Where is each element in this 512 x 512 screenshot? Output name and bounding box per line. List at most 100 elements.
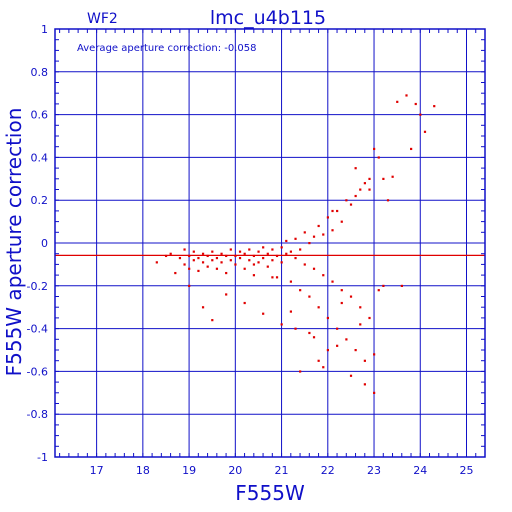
data-point	[215, 256, 219, 260]
data-point	[294, 327, 297, 330]
data-point	[234, 263, 237, 266]
data-point	[262, 256, 265, 260]
data-point	[238, 256, 242, 260]
data-point	[391, 175, 394, 178]
data-point	[433, 105, 436, 108]
data-point	[169, 252, 172, 255]
data-point	[354, 194, 357, 198]
data-point	[289, 280, 293, 283]
data-point	[368, 316, 371, 320]
data-point	[312, 235, 316, 238]
data-point	[317, 306, 320, 309]
data-points	[155, 94, 436, 394]
data-point	[414, 102, 417, 106]
x-tick-label: 22	[321, 464, 335, 477]
data-point	[340, 301, 343, 305]
tick-labels: 17 18 19 20 21 22 23 24 25 -1 -0.8 -0.6 -0.4 -0.2 0 0.2…	[27, 23, 474, 477]
data-point	[303, 263, 306, 266]
data-point	[285, 239, 288, 243]
data-point	[294, 256, 297, 260]
data-point	[368, 188, 371, 191]
data-point	[326, 216, 329, 219]
data-point	[215, 267, 219, 270]
data-point	[336, 327, 339, 330]
data-point	[252, 274, 256, 277]
data-point	[183, 263, 186, 266]
data-point	[349, 295, 353, 298]
y-tick-label: 0.4	[31, 151, 49, 164]
chip-label: WF2	[87, 11, 118, 27]
data-point	[248, 248, 251, 251]
data-point	[382, 284, 385, 287]
x-tick-label: 24	[413, 464, 427, 477]
data-point	[340, 289, 343, 292]
data-point	[331, 280, 334, 283]
y-tick-label: -0.6	[27, 365, 48, 378]
data-point	[225, 254, 228, 258]
data-point	[201, 261, 205, 264]
data-point	[363, 383, 366, 386]
y-tick-label: -1	[37, 451, 48, 464]
data-point	[280, 323, 283, 326]
data-point	[419, 113, 422, 116]
data-point	[275, 254, 279, 258]
data-point	[252, 254, 256, 258]
data-point	[400, 284, 403, 287]
data-point	[368, 177, 371, 180]
data-point	[257, 261, 260, 264]
data-point	[349, 374, 353, 377]
data-point	[262, 312, 265, 315]
data-point	[201, 252, 205, 255]
data-point	[322, 366, 325, 369]
data-point	[373, 147, 376, 151]
data-point	[289, 250, 293, 253]
y-axis-label: F555W aperture correction	[2, 108, 26, 377]
data-point	[197, 269, 200, 273]
data-point	[192, 250, 195, 253]
data-point	[266, 252, 269, 255]
x-tick-label: 25	[460, 464, 474, 477]
data-point	[308, 295, 311, 298]
data-point	[410, 147, 413, 151]
x-tick-label: 21	[275, 464, 289, 477]
y-tick-label: 0.6	[31, 109, 49, 122]
average-annotation: Average aperture correction: -0.058	[77, 43, 257, 54]
chart-title: lmc_u4b115	[210, 7, 326, 29]
x-tick-label: 23	[367, 464, 381, 477]
data-point	[211, 250, 214, 253]
data-point	[206, 265, 209, 268]
data-point	[423, 130, 427, 133]
data-point	[188, 254, 191, 258]
data-point	[220, 252, 223, 255]
data-point	[183, 248, 186, 251]
x-tick-label: 20	[228, 464, 242, 477]
data-point	[349, 203, 353, 206]
data-point	[340, 220, 343, 223]
data-point	[243, 301, 246, 305]
data-point	[257, 250, 260, 253]
x-tick-label: 18	[136, 464, 150, 477]
data-point	[303, 231, 306, 234]
y-tick-label: 0	[41, 237, 48, 250]
data-point	[220, 261, 223, 264]
data-point	[326, 349, 329, 352]
data-point	[331, 209, 334, 213]
data-point	[211, 319, 214, 322]
data-point	[363, 182, 366, 185]
y-tick-label: -0.8	[27, 408, 48, 421]
data-point	[308, 242, 311, 245]
data-point	[308, 331, 311, 335]
y-tick-label: 0.8	[31, 66, 49, 79]
data-point	[377, 156, 380, 159]
data-point	[363, 359, 366, 362]
data-point	[234, 254, 237, 258]
data-point	[322, 233, 325, 236]
data-point	[386, 199, 390, 202]
data-point	[266, 265, 269, 268]
data-point	[317, 359, 320, 362]
data-point	[312, 267, 316, 270]
data-point	[317, 224, 320, 228]
data-point	[294, 237, 297, 240]
x-axis-label: F555W	[235, 481, 305, 505]
